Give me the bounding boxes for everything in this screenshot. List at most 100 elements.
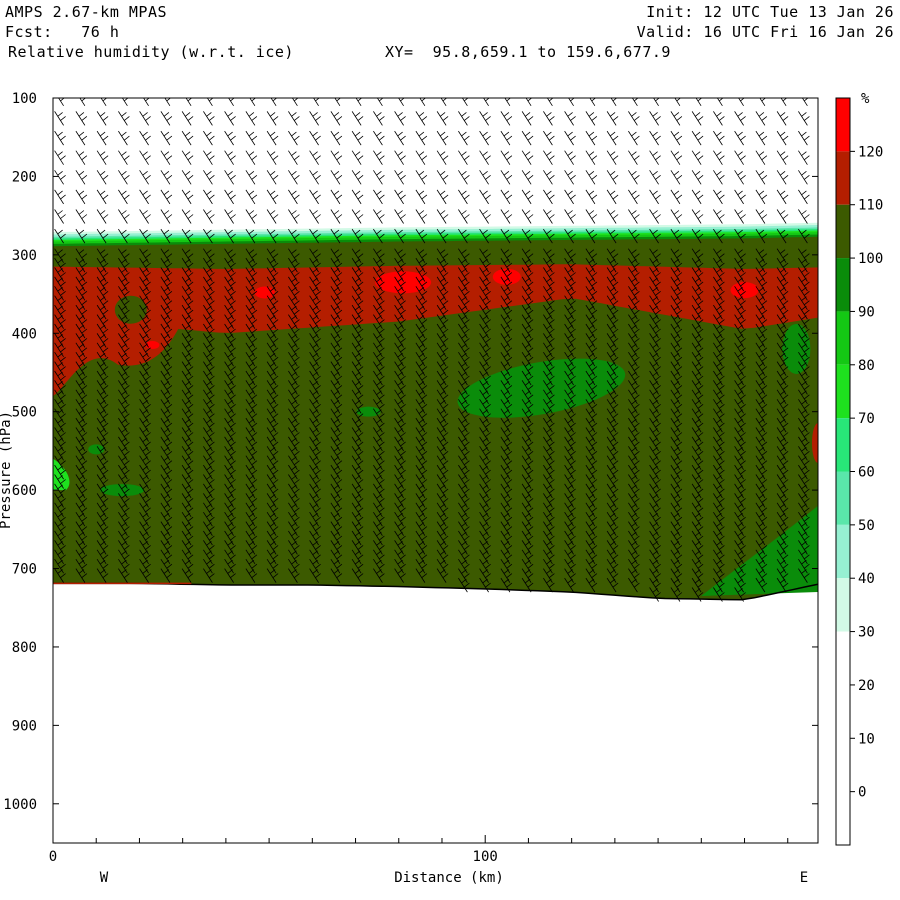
wind-barb — [206, 98, 214, 107]
wind-barb — [415, 455, 428, 470]
wind-barb — [500, 399, 513, 414]
wind-barb — [139, 521, 151, 536]
wind-barb — [776, 540, 789, 555]
wind-barb — [606, 389, 619, 405]
wind-barb — [543, 351, 555, 367]
wind-barb — [75, 493, 88, 508]
wind-barb — [653, 98, 660, 107]
wind-barb — [734, 474, 746, 489]
wind-barb — [394, 408, 406, 423]
wind-barb — [181, 342, 194, 358]
wind-barb — [691, 295, 704, 310]
wind-barb — [798, 111, 810, 126]
wind-barb — [543, 342, 555, 358]
wind-barb — [309, 111, 321, 126]
wind-barb — [245, 483, 258, 499]
wind-barb — [628, 130, 640, 146]
wind-barb — [543, 257, 555, 273]
wind-barb — [606, 257, 619, 273]
wind-barb — [139, 436, 151, 452]
wind-barb — [203, 170, 215, 185]
wind-barb — [585, 295, 598, 310]
colorbar-label: 110 — [858, 198, 883, 214]
wind-barb — [160, 436, 173, 452]
wind-barb — [224, 521, 236, 536]
wind-barb — [713, 493, 725, 508]
wind-barb — [415, 189, 428, 205]
wind-barb — [776, 130, 789, 146]
wind-barb — [351, 502, 364, 518]
wind-barb — [203, 558, 215, 574]
wind-barb — [521, 417, 534, 433]
wind-barb — [734, 189, 746, 205]
wind-barb — [160, 228, 173, 244]
colorbar-segment — [836, 524, 850, 579]
wind-barb — [801, 98, 809, 107]
wind-barb — [479, 540, 491, 555]
wind-barb — [564, 228, 576, 244]
wind-barb — [309, 267, 321, 282]
wind-barb — [670, 568, 683, 583]
wind-barb — [436, 436, 449, 452]
wind-barb — [181, 333, 194, 348]
wind-barb — [75, 568, 88, 583]
wind-barb — [691, 130, 704, 146]
wind-barb — [160, 370, 173, 386]
wind-barb — [266, 257, 279, 273]
wind-barb — [458, 521, 470, 536]
wind-barb — [351, 267, 364, 282]
wind-barb — [691, 389, 704, 405]
wind-barb — [309, 530, 321, 546]
wind-barb — [245, 521, 258, 536]
wind-barb — [500, 455, 513, 470]
wind-barb — [373, 502, 385, 518]
wind-barb — [139, 189, 151, 205]
wind-barb — [224, 370, 236, 386]
wind-barb — [266, 314, 279, 329]
wind-barb — [96, 295, 109, 310]
wind-barb — [670, 389, 683, 405]
wind-barb — [54, 511, 66, 527]
wind-barb — [564, 399, 576, 414]
wind-barb — [330, 361, 343, 376]
wind-barb — [436, 276, 449, 292]
wind-barb — [691, 436, 704, 452]
wind-barb — [564, 389, 576, 405]
wind-barb — [776, 228, 789, 244]
wind-barb — [139, 446, 151, 461]
wind-barb — [330, 170, 343, 185]
wind-barb — [224, 314, 236, 329]
wind-barb — [670, 228, 683, 244]
wind-barb — [96, 314, 109, 329]
wind-barb — [585, 558, 598, 574]
wind-barb — [543, 361, 555, 376]
wind-barb — [458, 228, 470, 244]
wind-barb — [606, 549, 619, 565]
wind-barb — [54, 521, 66, 536]
wind-barb — [54, 342, 66, 358]
wind-barb — [54, 464, 66, 480]
wind-barb — [139, 568, 151, 583]
wind-barb — [543, 436, 555, 452]
wind-barb — [734, 427, 746, 442]
wind-barb — [139, 267, 151, 282]
wind-barb — [330, 314, 343, 329]
wind-barb — [649, 455, 661, 470]
wind-barb — [585, 370, 598, 386]
wind-barb — [54, 558, 66, 574]
wind-barb — [776, 276, 789, 292]
wind-barb — [798, 540, 810, 555]
wind-barb — [224, 248, 236, 263]
terrain-line — [53, 582, 818, 601]
wind-barb — [139, 455, 151, 470]
wind-barb — [479, 530, 491, 546]
wind-barb — [351, 521, 364, 536]
wind-barb — [160, 417, 173, 433]
wind-barb — [543, 150, 555, 165]
wind-barb — [479, 474, 491, 489]
wind-barb — [398, 98, 405, 107]
wind-barb — [245, 257, 258, 273]
wind-barb — [75, 248, 88, 263]
wind-barb — [776, 170, 789, 185]
wind-barb — [118, 408, 130, 423]
